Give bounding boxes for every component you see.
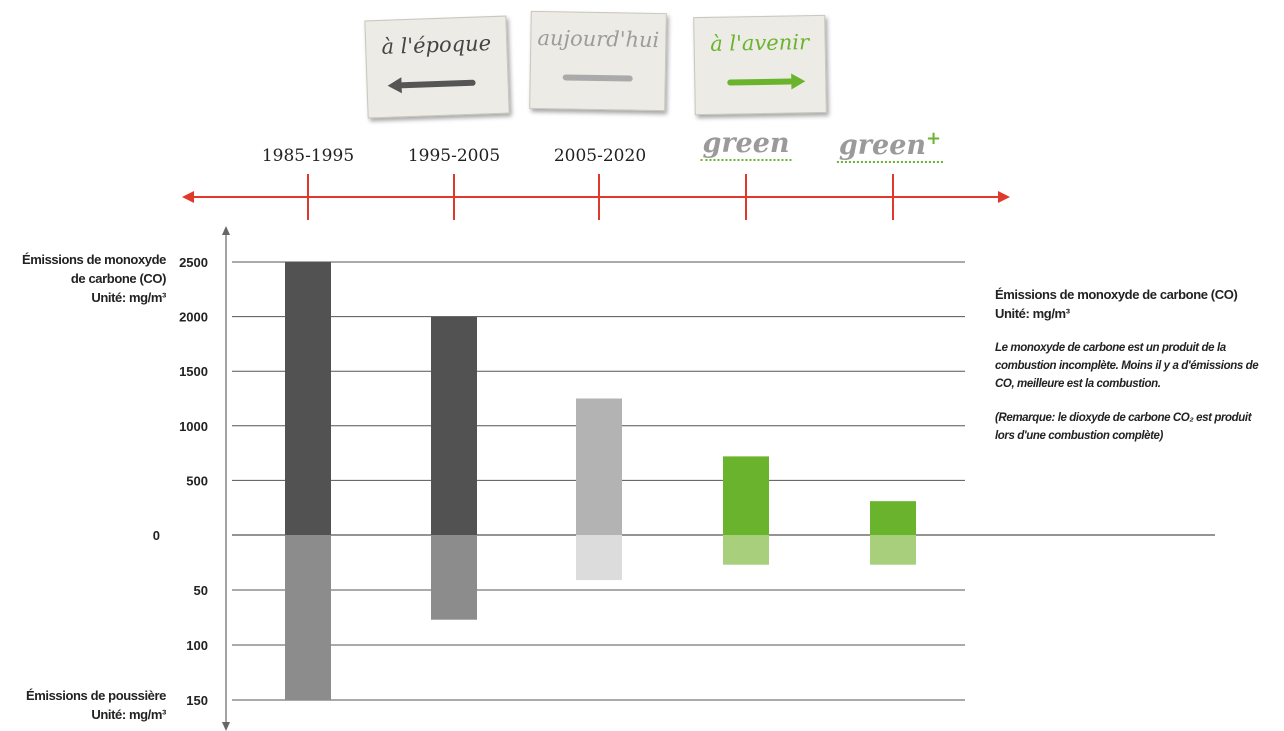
explanation-description: Le monoxyde de carbone est un produit de… [995, 342, 1259, 390]
co-bar [431, 316, 477, 535]
tick-label: 50 [194, 583, 208, 598]
co-axis-label: Émissions de monoxyde de carbone (CO) Un… [16, 250, 166, 307]
explanation-title: Émissions de monoxyde de carbone (CO) [995, 287, 1238, 302]
tick-label: 2500 [179, 255, 208, 270]
co-bar [285, 262, 331, 535]
period-label-green-plus: green+ [836, 128, 944, 163]
dust-axis-title: Émissions de poussière [25, 688, 166, 703]
co-bar [870, 501, 916, 535]
period-label-1: 1985-1995 [261, 146, 355, 166]
green-text: green [702, 128, 790, 159]
plus-symbol: + [926, 128, 942, 149]
explanation-block: Émissions de monoxyde de carbone (CO) Un… [995, 285, 1270, 445]
tick-label: 2000 [179, 310, 208, 325]
tick-label: 150 [186, 693, 208, 708]
co-bar [723, 456, 769, 535]
tick-label-zero: 0 [153, 528, 160, 543]
dust-bar [870, 535, 916, 565]
y-axis [222, 226, 230, 731]
timeline-arrow-right-icon [998, 191, 1010, 203]
bars [285, 262, 916, 700]
dust-bar [431, 535, 477, 620]
period-label-green: green [700, 128, 792, 161]
timeline-arrow-left-icon [182, 191, 194, 203]
tick-label: 1500 [179, 364, 208, 379]
y-axis-arrow-up-icon [222, 226, 230, 235]
dust-bar [576, 535, 622, 581]
period-label-2: 1995-2005 [407, 146, 501, 166]
dust-bar [285, 535, 331, 700]
y-axis-arrow-down-icon [222, 722, 230, 731]
timeline [182, 174, 1010, 220]
explanation-unit: Unité: mg/m³ [995, 306, 1070, 321]
co-bar [576, 398, 622, 535]
tick-label: 1000 [179, 419, 208, 434]
period-label-3: 2005-2020 [553, 146, 647, 166]
dust-bar [723, 535, 769, 565]
tick-labels: 500 1000 1500 2000 2500 0 50 100 150 [153, 255, 208, 708]
tick-label: 500 [186, 473, 208, 488]
dust-axis-unit: Unité: mg/m³ [91, 707, 166, 722]
co-axis-title: Émissions de monoxyde de carbone (CO) [21, 252, 166, 286]
explanation-remark: (Remarque: le dioxyde de carbone CO₂ est… [995, 412, 1252, 442]
green-plus-text: green [838, 130, 926, 161]
dust-axis-label: Émissions de poussière Unité: mg/m³ [26, 686, 166, 724]
tick-label: 100 [186, 638, 208, 653]
co-axis-unit: Unité: mg/m³ [91, 290, 166, 305]
